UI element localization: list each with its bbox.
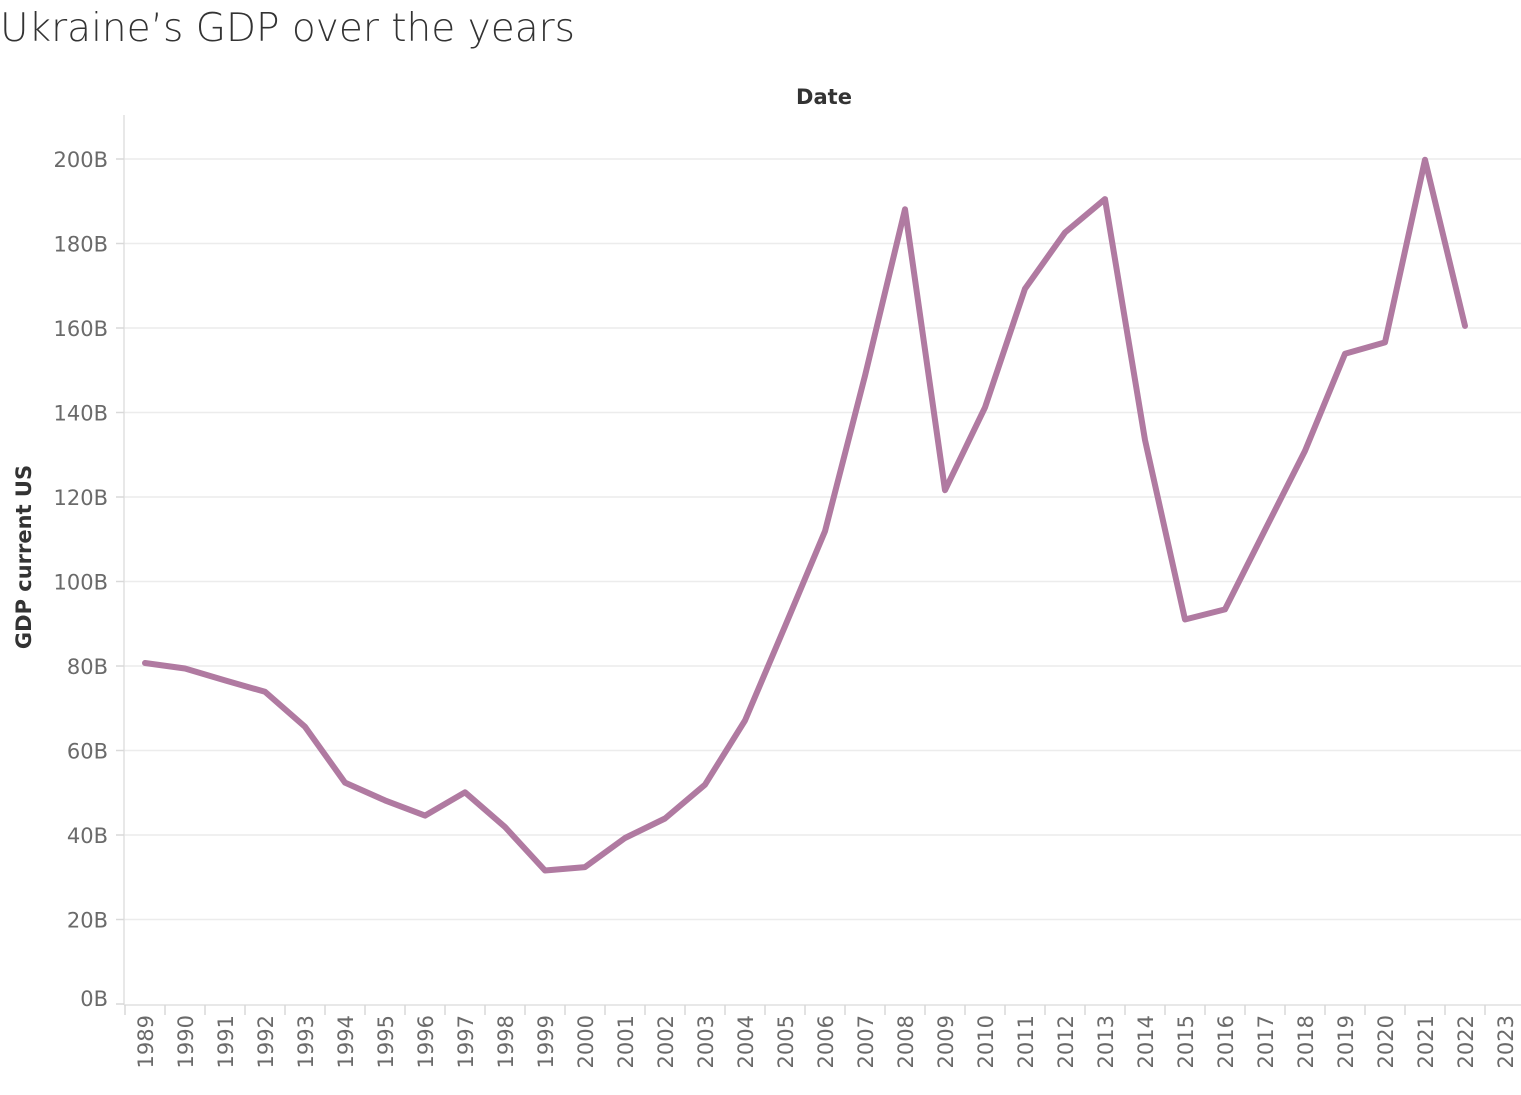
x-tick-label-1996: 1996 — [414, 1015, 438, 1068]
x-tick-label-2000: 2000 — [574, 1015, 598, 1068]
x-tick-label-2019: 2019 — [1334, 1015, 1358, 1068]
x-tick-label-2017: 2017 — [1254, 1015, 1278, 1068]
y-tick-label-80: 80B — [67, 655, 108, 679]
x-tick-label-2005: 2005 — [774, 1015, 798, 1068]
y-tick-label-0: 0B — [80, 987, 108, 1011]
x-tick-label-2008: 2008 — [894, 1015, 918, 1068]
x-tick-label-2010: 2010 — [974, 1015, 998, 1068]
x-tick-label-2021: 2021 — [1414, 1015, 1438, 1068]
x-tick-label-2001: 2001 — [614, 1015, 638, 1068]
x-tick-label-2004: 2004 — [734, 1015, 758, 1068]
y-tick-label-160: 160B — [54, 317, 109, 341]
y-tick-label-120: 120B — [54, 486, 109, 510]
y-axis-title: GDP current US — [12, 465, 36, 649]
x-tick-label-2015: 2015 — [1174, 1015, 1198, 1068]
x-tick-label-2018: 2018 — [1294, 1015, 1318, 1068]
x-tick-label-1994: 1994 — [334, 1015, 358, 1068]
x-tick-label-1989: 1989 — [134, 1015, 158, 1068]
y-tick-label-60: 60B — [67, 740, 108, 764]
y-tick-label-20: 20B — [67, 909, 108, 933]
y-tick-label-40: 40B — [67, 824, 108, 848]
y-tick-label-200: 200B — [54, 148, 109, 172]
y-tick-label-100: 100B — [54, 571, 109, 595]
x-tick-label-2006: 2006 — [814, 1015, 838, 1068]
x-tick-label-2003: 2003 — [694, 1015, 718, 1068]
y-axis-ticks: 0B 20B 40B 60B 80B 100B 120B 140B 160B 180B 200B — [54, 148, 124, 1011]
x-tick-label-1990: 1990 — [174, 1015, 198, 1068]
x-tick-label-2009: 2009 — [934, 1015, 958, 1068]
x-tick-label-1995: 1995 — [374, 1015, 398, 1068]
x-tick-label-2020: 2020 — [1374, 1015, 1398, 1068]
x-tick-label-2013: 2013 — [1094, 1015, 1118, 1068]
x-tick-label-1992: 1992 — [254, 1015, 278, 1068]
x-tick-label-2023: 2023 — [1494, 1015, 1518, 1068]
x-tick-label-1998: 1998 — [494, 1015, 518, 1068]
x-tick-label-2022: 2022 — [1454, 1015, 1478, 1068]
x-axis-ticks: 1989 1990 1991 1992 1993 1994 1995 1996 1997 1998… — [124, 1005, 1518, 1068]
x-tick-label-2016: 2016 — [1214, 1015, 1238, 1068]
y-tick-label-140: 140B — [54, 402, 109, 426]
x-tick-label-1993: 1993 — [294, 1015, 318, 1068]
x-axis-title: Date — [796, 85, 852, 109]
gridlines — [124, 158, 1521, 921]
x-tick-label-1997: 1997 — [454, 1015, 478, 1068]
x-tick-label-2011: 2011 — [1014, 1015, 1038, 1068]
chart-title: Ukraine’s GDP over the years — [0, 6, 575, 51]
axes — [123, 115, 1521, 1006]
series-line-gdp — [142, 156, 1468, 874]
y-tick-label-180: 180B — [54, 233, 109, 257]
x-tick-label-2012: 2012 — [1054, 1015, 1078, 1068]
x-tick-label-2002: 2002 — [654, 1015, 678, 1068]
x-tick-label-1991: 1991 — [214, 1015, 238, 1068]
x-tick-label-2014: 2014 — [1134, 1015, 1158, 1068]
x-tick-label-1999: 1999 — [534, 1015, 558, 1068]
x-tick-label-2007: 2007 — [854, 1015, 878, 1068]
